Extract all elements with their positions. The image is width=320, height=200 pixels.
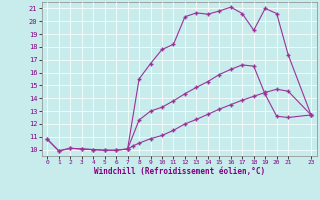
X-axis label: Windchill (Refroidissement éolien,°C): Windchill (Refroidissement éolien,°C) (94, 167, 265, 176)
